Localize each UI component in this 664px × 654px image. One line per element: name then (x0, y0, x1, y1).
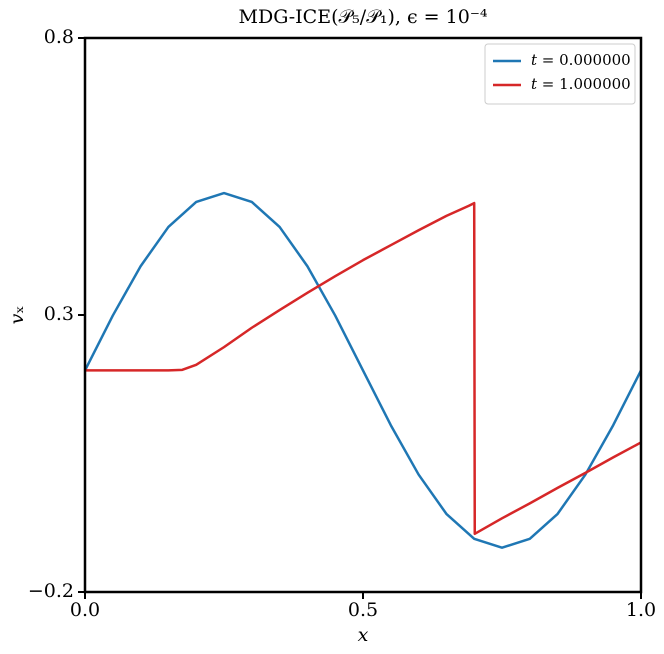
x-tick-label: 0.5 (348, 599, 378, 621)
legend-label: 𝑡 = 0.000000 (531, 51, 631, 69)
plot-frame (83, 36, 643, 594)
x-axis-label: 𝑥 (358, 624, 369, 646)
legend-label: 𝑡 = 1.000000 (531, 75, 631, 93)
y-tick-label: 0.3 (44, 303, 74, 325)
x-tick-label: 0.0 (70, 599, 100, 621)
y-axis-label: 𝑣ₓ (6, 306, 28, 325)
y-tick-label: 0.8 (44, 26, 74, 48)
data-line (85, 201, 642, 536)
x-tick-label: 1.0 (626, 599, 656, 621)
chart-title: MDG-ICE(𝒫₅/𝒫₁), ϵ = 10⁻⁴ (239, 6, 488, 28)
legend-box (484, 43, 636, 105)
y-tick-label: −0.2 (28, 580, 74, 602)
data-line (83, 191, 643, 549)
